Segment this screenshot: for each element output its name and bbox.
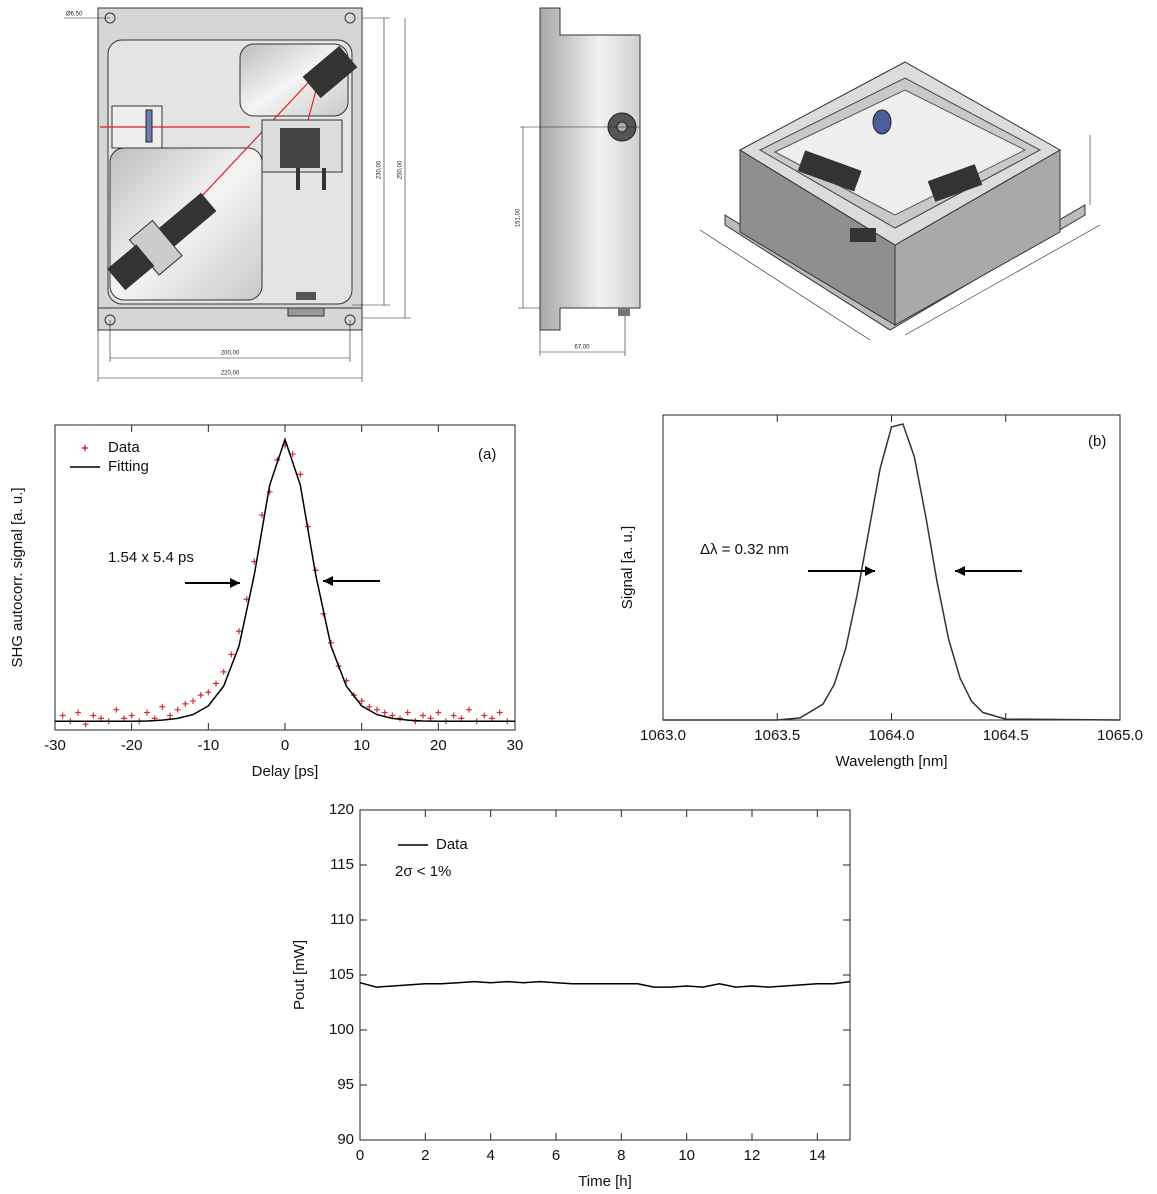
data-line bbox=[360, 982, 850, 988]
panel-label: (b) bbox=[1088, 433, 1106, 450]
y-tick-label: 120 bbox=[329, 801, 354, 818]
plot-frame bbox=[360, 810, 850, 1140]
x-tick-label: 0 bbox=[356, 1147, 364, 1164]
chart: 1063.0 1063.5 1064.0 1064.5 1065.0 Wavelength… bbox=[619, 415, 1143, 770]
side-view: 151,00 67,00 bbox=[516, 8, 640, 356]
dimension-label: 67,00 bbox=[574, 345, 590, 351]
front-view: Ø6,50 230,00 250,00 200,00 220,00 bbox=[64, 8, 411, 382]
y-tick-label: 95 bbox=[337, 1076, 354, 1093]
x-tick-label: 30 bbox=[507, 737, 524, 754]
isometric-view bbox=[700, 62, 1100, 340]
x-axis-label: Time [h] bbox=[578, 1173, 632, 1190]
plot-frame bbox=[663, 415, 1120, 720]
x-tick-label: 6 bbox=[552, 1147, 560, 1164]
x-tick-label: 0 bbox=[281, 737, 289, 754]
data-point bbox=[175, 707, 181, 713]
data-point bbox=[144, 710, 150, 716]
x-tick-label: -30 bbox=[44, 737, 66, 754]
data-line bbox=[663, 424, 1120, 720]
x-tick-label: 14 bbox=[809, 1147, 826, 1164]
x-tick-label: 1063.0 bbox=[640, 727, 686, 744]
data-point bbox=[90, 712, 96, 718]
figure: Ø6,50 230,00 250,00 200,00 220,00 151,00… bbox=[0, 0, 1157, 1194]
x-tick-label: 20 bbox=[430, 737, 447, 754]
data-point bbox=[190, 698, 196, 704]
y-tick-label: 115 bbox=[330, 856, 354, 873]
data-point bbox=[129, 712, 135, 718]
dimension-label: 151,00 bbox=[516, 208, 522, 227]
data-point bbox=[60, 712, 66, 718]
x-tick-label: 1064.0 bbox=[869, 727, 915, 744]
data-point bbox=[374, 707, 380, 713]
data-point bbox=[466, 707, 472, 713]
x-tick-label: 12 bbox=[744, 1147, 761, 1164]
dimension-label: 200,00 bbox=[221, 351, 240, 357]
arrow-head bbox=[323, 576, 333, 586]
data-point bbox=[497, 710, 503, 716]
data-line bbox=[55, 440, 515, 722]
arrow-head bbox=[865, 566, 875, 576]
y-axis-label: SHG autocorr. signal [a. u.] bbox=[9, 487, 26, 667]
dimension-label: 250,00 bbox=[398, 160, 404, 179]
legend-label: Data bbox=[436, 836, 468, 853]
data-point bbox=[451, 712, 457, 718]
data-point bbox=[221, 669, 227, 675]
x-tick-label: 2 bbox=[421, 1147, 429, 1164]
dimension-label: Ø6,50 bbox=[66, 12, 83, 18]
y-axis-label: Pout [mW] bbox=[291, 940, 308, 1010]
x-tick-label: -20 bbox=[121, 737, 143, 754]
data-point bbox=[182, 701, 188, 707]
chart: 0 2 4 6 8 10 12 14 90 95 100 105 110 115 120 Time [h] Po… bbox=[291, 801, 850, 1190]
data-point bbox=[159, 704, 165, 710]
y-axis-label: Signal [a. u.] bbox=[619, 526, 636, 609]
data-point bbox=[167, 712, 173, 718]
x-tick-label: 1065.0 bbox=[1097, 727, 1143, 744]
y-tick-label: 105 bbox=[329, 966, 354, 983]
x-tick-label: 8 bbox=[617, 1147, 625, 1164]
chart: -30 -20 -10 0 10 20 30 Delay [ps] SHG autocorr. … bbox=[9, 425, 523, 780]
x-tick-label: 1063.5 bbox=[754, 727, 800, 744]
x-tick-label: 1064.5 bbox=[983, 727, 1029, 744]
data-point bbox=[420, 712, 426, 718]
arrow-head bbox=[230, 578, 240, 588]
data-point bbox=[489, 715, 495, 721]
x-tick-label: 4 bbox=[486, 1147, 494, 1164]
annotation: 1.54 x 5.4 ps bbox=[108, 549, 194, 566]
annotation: 2σ < 1% bbox=[395, 863, 451, 880]
panel-label: (a) bbox=[478, 446, 496, 463]
x-axis-label: Delay [ps] bbox=[252, 763, 319, 780]
data-point bbox=[98, 715, 104, 721]
data-point bbox=[228, 651, 234, 657]
y-tick-label: 90 bbox=[337, 1131, 354, 1148]
data-point bbox=[213, 681, 219, 687]
legend-label: Fitting bbox=[108, 458, 149, 475]
data-point bbox=[83, 721, 89, 727]
page: Ø6,50 230,00 250,00 200,00 220,00 151,00… bbox=[0, 0, 1157, 1194]
data-point bbox=[297, 471, 303, 477]
dimension-label: 230,00 bbox=[377, 160, 383, 179]
annotation: Δλ = 0.32 nm bbox=[700, 541, 789, 558]
x-tick-label: 10 bbox=[678, 1147, 695, 1164]
data-point bbox=[405, 710, 411, 716]
legend-label: Data bbox=[108, 439, 140, 456]
x-tick-label: -10 bbox=[197, 737, 219, 754]
data-point bbox=[198, 692, 204, 698]
data-point bbox=[481, 712, 487, 718]
dimension-label: 220,00 bbox=[221, 371, 240, 377]
data-point bbox=[205, 689, 211, 695]
x-tick-label: 10 bbox=[353, 737, 370, 754]
data-point bbox=[121, 715, 127, 721]
data-point bbox=[382, 710, 388, 716]
data-point bbox=[458, 715, 464, 721]
data-point bbox=[113, 707, 119, 713]
data-point bbox=[435, 710, 441, 716]
arrow-head bbox=[955, 566, 965, 576]
y-tick-label: 100 bbox=[329, 1021, 354, 1038]
legend-marker bbox=[82, 445, 88, 451]
data-point bbox=[75, 710, 81, 716]
y-tick-label: 110 bbox=[330, 911, 354, 928]
x-axis-label: Wavelength [nm] bbox=[836, 753, 948, 770]
